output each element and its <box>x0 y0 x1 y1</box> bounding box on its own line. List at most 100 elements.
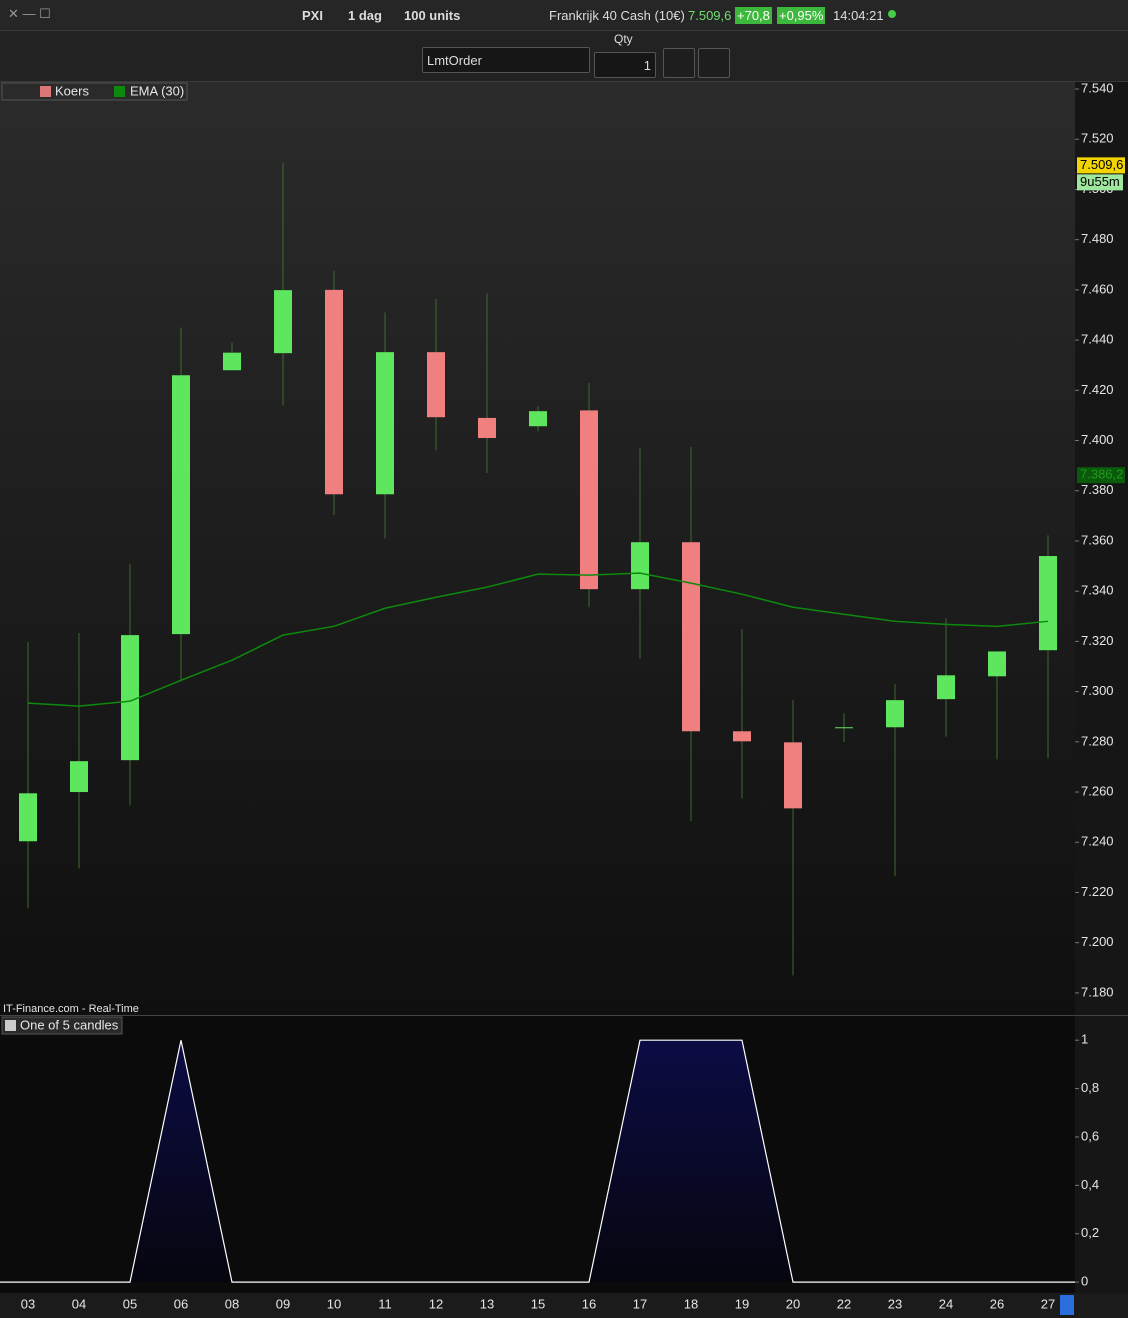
order-type-text: LmtOrder <box>427 53 482 68</box>
x-tick-label: 19 <box>735 1296 749 1311</box>
ema-line <box>27 572 1049 707</box>
y-tick-label: 7.360 <box>1081 532 1114 547</box>
y-tick-label: 7.260 <box>1081 783 1114 798</box>
countdown-box <box>1077 174 1123 191</box>
y-tick-label: 7.480 <box>1081 231 1114 246</box>
x-tick-label: 11 <box>378 1296 392 1311</box>
y-tick-label: 7.180 <box>1081 984 1114 999</box>
y-tick-label: 7.340 <box>1081 583 1114 598</box>
countdown: 9u55m <box>1080 174 1120 189</box>
x-tick-label: 10 <box>327 1296 341 1311</box>
candle-body <box>682 542 700 732</box>
symbol[interactable]: PXI <box>302 8 323 23</box>
y-tick-label: 0,6 <box>1081 1128 1099 1143</box>
change: +70,8 <box>735 7 772 24</box>
order-bar: Qty LmtOrder 1 <box>0 31 1128 82</box>
buy-button[interactable] <box>663 48 695 78</box>
y-tick-label: 0 <box>1081 1274 1088 1289</box>
candle-body <box>427 352 445 418</box>
price-axis <box>1075 82 1128 1293</box>
main-panel <box>0 82 1075 1015</box>
candle-body <box>886 700 904 728</box>
y-tick-label: 7.520 <box>1081 131 1114 146</box>
y-tick-label: 0,2 <box>1081 1225 1099 1240</box>
instrument[interactable]: Frankrijk 40 Cash (10€) <box>549 8 685 23</box>
ema-marker-box <box>1077 467 1125 484</box>
candle-body <box>529 411 547 427</box>
candle-body <box>631 542 649 590</box>
status-dot <box>888 10 896 18</box>
ema-marker: 7.386,2 <box>1080 467 1123 482</box>
x-tick-label: 26 <box>990 1296 1004 1311</box>
scroll-button[interactable] <box>1060 1295 1074 1315</box>
x-tick-label: 16 <box>582 1296 596 1311</box>
order-type[interactable]: LmtOrder <box>422 47 590 73</box>
y-tick-label: 0,4 <box>1081 1177 1099 1192</box>
legend-item: One of 5 candles <box>20 1017 119 1032</box>
window-controls[interactable]: ✕ — ☐ <box>8 6 51 21</box>
candle-body <box>937 675 955 700</box>
candle-body <box>223 352 241 371</box>
y-tick-label: 7.460 <box>1081 281 1114 296</box>
source: IT-Finance.com - Real-Time <box>3 1003 139 1015</box>
last-price: 7.509,6 <box>1080 157 1123 172</box>
legend <box>1 1016 123 1035</box>
legend-item: Koers <box>55 83 89 98</box>
y-tick-label: 7.540 <box>1081 80 1114 95</box>
x-tick-label: 09 <box>276 1296 290 1311</box>
candle-body <box>784 742 802 809</box>
y-tick-label: 7.440 <box>1081 332 1114 347</box>
x-tick-label: 13 <box>480 1296 494 1311</box>
x-tick-label: 12 <box>429 1296 443 1311</box>
candle-body <box>733 731 751 742</box>
y-tick-label: 7.420 <box>1081 382 1114 397</box>
y-tick-label: 7.280 <box>1081 733 1114 748</box>
sell-button[interactable] <box>698 48 730 78</box>
x-tick-label: 27 <box>1041 1296 1055 1311</box>
y-tick-label: 7.300 <box>1081 683 1114 698</box>
toolbar: ✕ — ☐ PXI 1 dag 100 units Frankrijk 40 C… <box>0 0 1128 31</box>
legend-swatch <box>40 86 51 97</box>
y-tick-label: 7.380 <box>1081 482 1114 497</box>
legend-swatch <box>114 86 125 97</box>
x-axis <box>0 1293 1128 1318</box>
y-tick-label: 7.240 <box>1081 834 1114 849</box>
x-tick-label: 17 <box>633 1296 647 1311</box>
x-tick-label: 22 <box>837 1296 851 1311</box>
x-tick-label: 04 <box>72 1296 86 1311</box>
qty-label: Qty <box>614 32 633 46</box>
candle-body <box>835 727 853 729</box>
y-tick-label: 7.200 <box>1081 934 1114 949</box>
price: 7.509,6 <box>688 8 732 23</box>
candle-body <box>1039 556 1057 651</box>
x-tick-label: 24 <box>939 1296 953 1311</box>
y-tick-label: 7.400 <box>1081 432 1114 447</box>
candle-body <box>70 761 88 793</box>
x-tick-label: 06 <box>174 1296 188 1311</box>
y-tick-label: 0,8 <box>1081 1080 1099 1095</box>
x-tick-label: 18 <box>684 1296 698 1311</box>
x-tick-label: 20 <box>786 1296 800 1311</box>
time: 14:04:21 <box>833 8 884 23</box>
y-tick-label: 1 <box>1081 1032 1088 1047</box>
change-pct: +0,95% <box>777 7 826 24</box>
qty-value: 1 <box>643 58 651 73</box>
period[interactable]: 1 dag <box>348 8 382 23</box>
x-tick-label: 05 <box>123 1296 137 1311</box>
x-tick-label: 23 <box>888 1296 902 1311</box>
candle-body <box>478 417 496 439</box>
last-price-box <box>1077 157 1125 174</box>
legend-swatch <box>5 1020 16 1031</box>
candle-body <box>580 410 598 590</box>
x-tick-label: 15 <box>531 1296 545 1311</box>
legend-item: EMA (30) <box>130 83 184 98</box>
units[interactable]: 100 units <box>404 8 461 23</box>
qty-input[interactable]: 1 <box>594 52 656 78</box>
candle-body <box>325 289 343 495</box>
y-tick-label: 7.320 <box>1081 633 1114 648</box>
candle-body <box>988 651 1006 677</box>
x-tick-label: 03 <box>21 1296 35 1311</box>
x-tick-label: 08 <box>225 1296 239 1311</box>
y-tick-label: 7.220 <box>1081 884 1114 899</box>
